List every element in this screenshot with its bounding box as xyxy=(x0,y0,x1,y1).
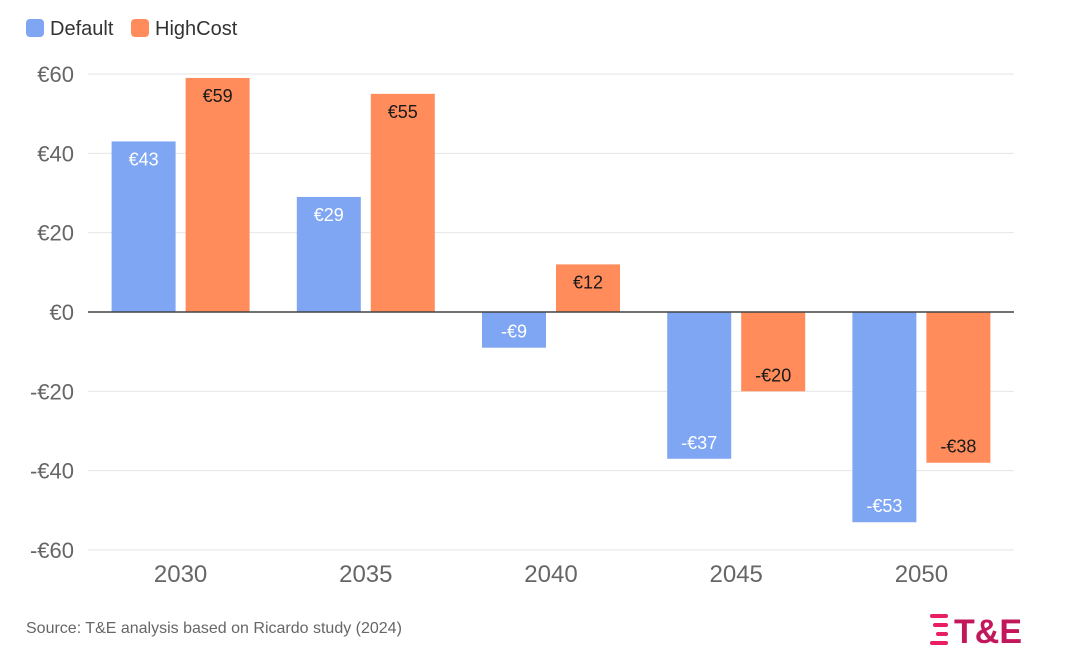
source-note: Source: T&E analysis based on Ricardo st… xyxy=(26,620,402,637)
x-tick-label: 2035 xyxy=(339,561,392,588)
data-label: -€53 xyxy=(866,496,902,516)
x-tick-label: 2030 xyxy=(154,561,207,588)
y-tick-label: -€40 xyxy=(30,459,74,484)
y-tick-label: €40 xyxy=(37,141,74,166)
data-label: €59 xyxy=(203,86,233,106)
bar-highcost-2040 xyxy=(556,264,620,312)
bar-default-2045 xyxy=(667,312,732,459)
te-logo: T&E xyxy=(930,613,1022,650)
legend-label-highcost: HighCost xyxy=(155,18,238,40)
y-tick-label: €20 xyxy=(37,221,74,246)
x-axis: 2030 2035 2040 2045 2050 xyxy=(88,549,1014,588)
bar-default-2040 xyxy=(482,312,546,348)
data-label: -€20 xyxy=(755,365,791,385)
data-label: €43 xyxy=(129,149,159,169)
data-label: €12 xyxy=(573,272,603,292)
x-tick-label: 2040 xyxy=(524,561,577,588)
data-label: €55 xyxy=(388,102,418,122)
bar-highcost-2050 xyxy=(926,312,991,463)
logo-text: T&E xyxy=(954,613,1022,650)
y-tick-label: -€20 xyxy=(30,379,74,404)
bar-highcost-2045 xyxy=(741,312,806,392)
legend: Default HighCost xyxy=(26,18,238,40)
bar-highcost-2030 xyxy=(185,77,250,312)
y-axis: €60 €40 €20 €0 -€20 -€40 -€60 xyxy=(30,62,74,563)
data-label: -€38 xyxy=(940,437,976,457)
y-tick-label: €60 xyxy=(37,62,74,87)
bar-default-2035 xyxy=(296,196,361,312)
legend-label-default: Default xyxy=(50,18,114,40)
logo-stripes-icon xyxy=(930,614,948,645)
legend-swatch-highcost xyxy=(131,19,149,37)
data-label: -€37 xyxy=(681,433,717,453)
legend-swatch-default xyxy=(26,19,44,37)
bar-highcost-2035 xyxy=(370,93,435,312)
data-label: €29 xyxy=(314,205,344,225)
x-tick-label: 2050 xyxy=(895,561,948,588)
bar-default-2050 xyxy=(852,312,917,523)
x-tick-label: 2045 xyxy=(710,561,763,588)
y-tick-label: -€60 xyxy=(30,538,74,563)
y-tick-label: €0 xyxy=(50,300,74,325)
bars: €43 €59 €29 €55 -€9 €12 -€37 -€20 -€53 -€38 xyxy=(111,77,991,523)
bar-default-2030 xyxy=(111,141,176,312)
data-label: -€9 xyxy=(501,322,527,342)
